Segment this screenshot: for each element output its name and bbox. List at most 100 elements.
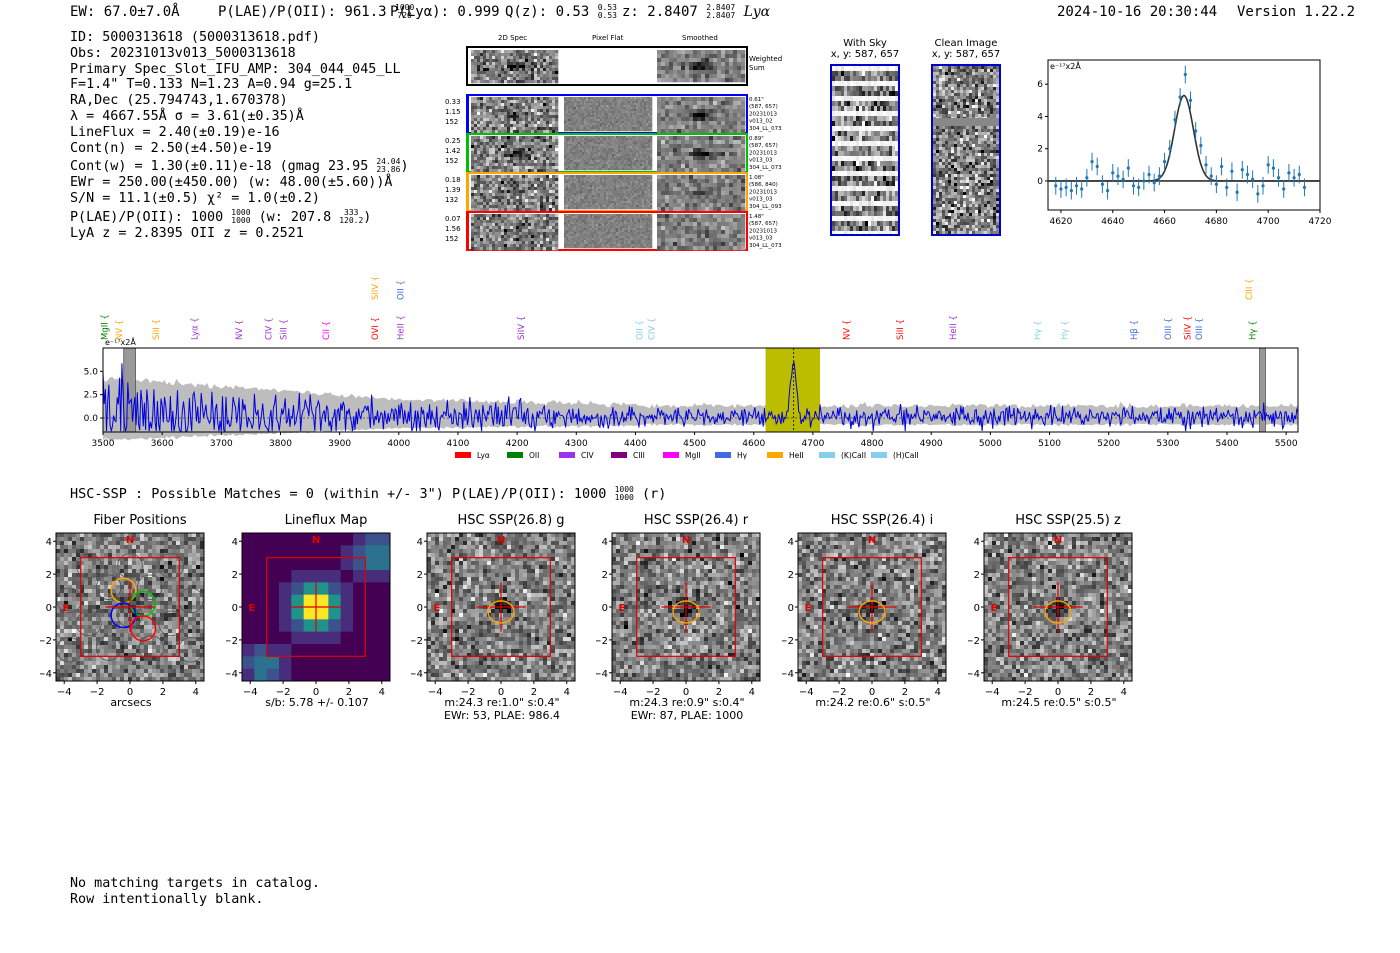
qz-hi: 0.53 <box>597 3 617 12</box>
spectral-line-label: SiIV { <box>517 316 527 340</box>
row-right-value: v013_03 <box>749 158 773 164</box>
zoom-data-point <box>1105 189 1110 193</box>
legend-label: MgII <box>685 451 701 460</box>
zoom-data-point <box>1214 182 1218 186</box>
panel-title: Lineflux Map <box>284 513 368 528</box>
panel-ytick-label: −4 <box>226 669 238 680</box>
info-plae-end: ) <box>363 209 372 225</box>
weighted-2d-spec <box>471 50 559 84</box>
spectrum-xtick-label: 5300 <box>1156 439 1179 449</box>
panel-ytick-label: −2 <box>596 636 608 647</box>
zoom-data-point <box>1137 185 1141 190</box>
panel-xtick-label: −4 <box>57 687 72 698</box>
row-right-value: (587, 657) <box>749 104 778 110</box>
spectrum-xtick-label: 4900 <box>920 439 943 449</box>
row-pixel-flat-1 <box>564 136 653 171</box>
panel-xtick-label: 0 <box>127 687 133 698</box>
spectrum-xtick-label: 4700 <box>801 439 824 449</box>
zoom-data-point <box>1230 169 1234 173</box>
panel-image-svg: N E −4 −2 0 2 4 −4 −2 0 2 4 <box>968 532 1133 698</box>
source-ellipse <box>672 600 700 624</box>
zoom-data-point <box>1116 174 1120 178</box>
zoom-data-point <box>1173 118 1177 122</box>
row-right-value: 304_LL_073 <box>749 243 782 249</box>
catalog-summary: HSC-SSP : Possible Matches = 0 (within +… <box>70 486 667 503</box>
spectrum-xtick-label: 3500 <box>92 439 115 449</box>
spectral-line-label: Hγ { <box>1060 320 1070 340</box>
fiber-circle <box>178 587 204 614</box>
zoom-data-point <box>1251 177 1255 181</box>
zoom-data-point <box>1240 168 1244 172</box>
legend-swatch <box>663 452 679 458</box>
sky-image-panels <box>830 64 1001 237</box>
info-plae: P(LAE)/P(OII): 1000 1000 1000 (w: 207.8 … <box>70 207 409 226</box>
spectral-line-label: Hγ { <box>1034 320 1044 340</box>
spectrum-xtick-label: 3700 <box>210 439 233 449</box>
weighted-pixel-flat <box>560 50 655 82</box>
catalog-summary-end: (r) <box>641 486 667 502</box>
panel-image-svg: N E −4 −2 0 2 4 −4 −2 0 2 4 <box>596 532 761 698</box>
zoom-data-point <box>1157 174 1161 178</box>
spectrum-xtick-label: 5200 <box>1097 439 1120 449</box>
weighted-sum-frame <box>466 46 748 86</box>
panel-caption-line: arcsecs <box>110 696 152 709</box>
panel-ytick-label: −2 <box>226 636 238 647</box>
legend-label: (H)CaII <box>893 451 919 460</box>
zoom-data-point <box>1069 189 1073 193</box>
panel-ytick-label: −2 <box>411 636 423 647</box>
imaging-panels: Fiber Positions N E −4 −2 0 2 4 −4 −2 0 2 4 arcsecs Li… <box>40 510 1170 725</box>
legend-swatch <box>715 452 731 458</box>
catalog-note: No matching targets in catalog. Row inte… <box>70 876 320 907</box>
spectrum-xtick-label: 5500 <box>1275 439 1298 449</box>
info-lambda: λ = 4667.55Å σ = 3.61(±0.35)Å <box>70 108 304 124</box>
fiber-circle <box>138 635 165 661</box>
zoom-data-point <box>1142 179 1146 183</box>
row-right-value: 20231013 <box>749 111 777 117</box>
panel-xtick-label: 4 <box>1121 687 1127 698</box>
qz-value: Q(z): 0.53 <box>505 4 590 20</box>
zoom-data-point <box>1256 192 1260 196</box>
info-radec: RA,Dec (25.794743,1.670378) <box>70 93 288 109</box>
clean-image <box>933 66 1000 235</box>
spectral-line-label: Hγ { <box>1248 320 1258 340</box>
row-right-value: (587, 657) <box>749 143 778 149</box>
legend-label: Hγ <box>737 451 748 460</box>
spectrum-xtick-label: 4400 <box>624 439 647 449</box>
panel-ytick-label: 0 <box>602 603 608 614</box>
legend-swatch <box>871 452 887 458</box>
row-right-value: 304_LL_093 <box>749 204 782 210</box>
panel-ytick-label: 2 <box>974 570 980 581</box>
panel-caption: arcsecs <box>56 696 206 709</box>
row-right-value: 0.89" <box>749 136 764 142</box>
panel-ytick-label: 2 <box>602 570 608 581</box>
panel-xtick-label: 4 <box>564 687 570 698</box>
zoom-data-point <box>1090 160 1094 164</box>
row-smoothed-1 <box>657 136 746 173</box>
spectral-line-label: HeII { <box>949 315 959 340</box>
panel-caption-line: s/b: 5.78 +/- 0.107 <box>265 696 369 709</box>
info-plae-w-hi: 333 <box>344 207 359 217</box>
row-smoothed-0 <box>657 97 746 134</box>
panel-ytick-label: −4 <box>411 669 423 680</box>
legend-label: Lyα <box>477 451 490 460</box>
compass-e: E <box>248 603 255 614</box>
panel-title: HSC SSP(26.4) i <box>830 513 934 528</box>
panel-xtick-label: −2 <box>461 687 476 698</box>
row-color-bar <box>466 213 469 249</box>
panel-noise <box>56 533 205 682</box>
zoom-data-point <box>1080 187 1084 191</box>
zoom-ytick-label: 2 <box>1037 145 1043 155</box>
row-right-value: 304_LL_073 <box>749 165 782 171</box>
compass-e: E <box>62 603 69 614</box>
zoom-data-point <box>1271 166 1275 170</box>
header-version: Version 1.22.2 <box>1237 4 1356 20</box>
panel-ytick-label: 2 <box>417 570 423 581</box>
panel-caption-line: m:24.5 re:0.5" s:0.5" <box>1001 696 1117 709</box>
clean-image-title-text: Clean Image <box>934 38 998 49</box>
panel-caption-line: EWr: 53, PLAE: 986.4 <box>443 709 561 722</box>
panel-ytick-label: −4 <box>782 669 794 680</box>
panel-xtick-label: 2 <box>160 687 166 698</box>
contw-end: ) <box>400 159 409 175</box>
zoom-data-point <box>1282 187 1286 191</box>
zoom-data-point <box>1085 176 1089 180</box>
